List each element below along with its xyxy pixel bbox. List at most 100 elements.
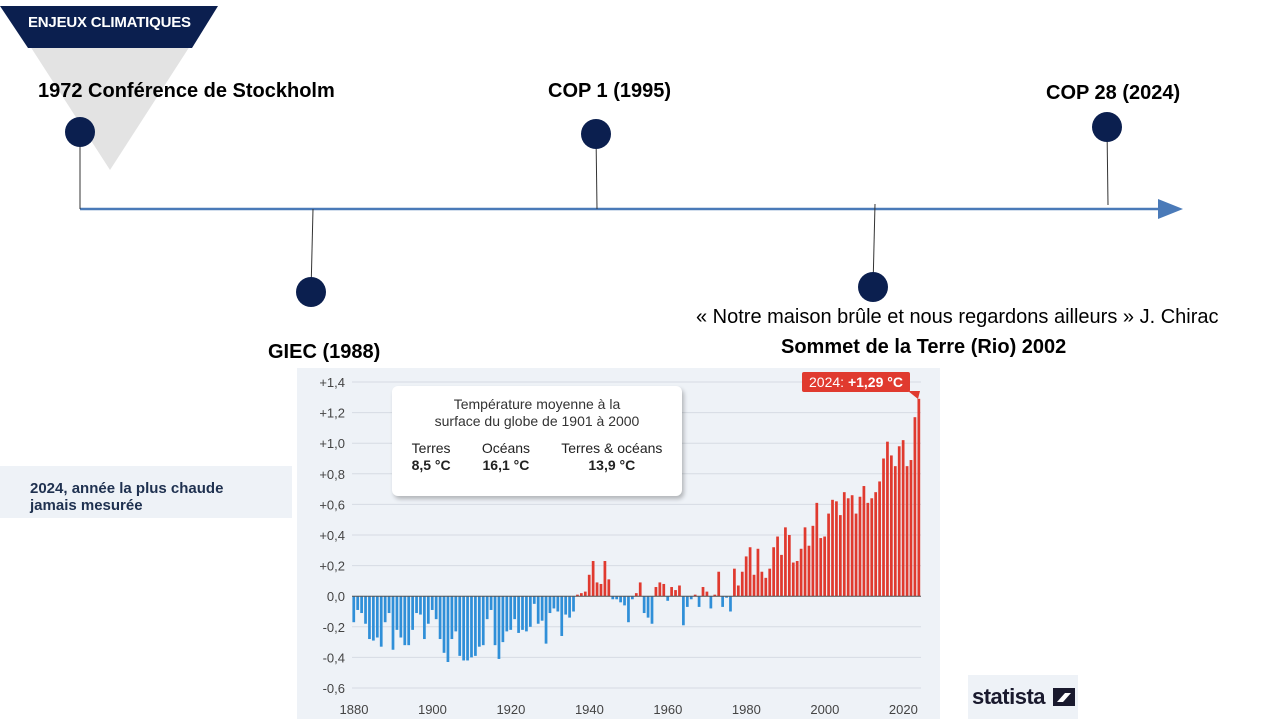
bar-1999 [819,538,823,597]
bar-2023 [913,417,917,597]
bar-2022 [909,460,913,597]
statista-logo: statista [972,684,1075,710]
bar-1944 [603,561,607,597]
temperature-anomaly-chart: +1,4 +1,2 +1,0 +0,8 +0,6 +0,4 +0,2 0,0 -0,2 -0,4 -… [319,375,921,717]
bar-1925 [528,596,532,627]
bar-1990 [784,527,787,597]
bar-1964 [682,596,685,626]
info-column-value: 8,5 °C [411,457,451,473]
bar-1962 [674,590,677,597]
bar-1896 [415,596,418,614]
bar-1904 [446,596,450,662]
callout-2024: 2024: +1,29 °C [802,372,910,392]
bar-1932 [556,596,560,612]
bar-1882 [360,596,363,614]
bar-1963 [678,585,681,597]
y-tick-label: +1,4 [319,375,345,390]
chirac-quote: « Notre maison brûle et nous regardons a… [696,306,1219,328]
bar-1911 [474,596,477,656]
side-note-box [0,466,292,518]
bar-1957 [654,587,658,597]
timeline-label-giec: GIEC (1988) [268,341,381,363]
bar-2010 [862,486,866,597]
info-box-title-line1: Température moyenne à la [453,396,621,412]
bar-1979 [740,571,744,597]
bar-1997 [811,525,815,597]
info-column-label: Océans [481,440,531,456]
bar-1996 [807,545,811,597]
bar-1902 [438,596,442,640]
chart-info-box: Température moyenne à la surface du glob… [392,386,682,496]
y-tick-label: -0,4 [323,650,345,665]
bar-1912 [477,596,481,647]
bar-1913 [481,596,485,646]
bar-2011 [866,502,870,597]
y-tick-label: +1,2 [319,406,345,421]
bar-1889 [387,596,391,614]
bar-1993 [795,561,799,597]
info-column-value: 16,1 °C [482,457,530,473]
bar-2008 [854,513,858,597]
bar-1987 [772,547,776,597]
bar-1994 [799,548,803,597]
timeline-marker-cop28 [1092,112,1122,206]
header-banner [0,6,218,170]
bar-1923 [521,596,524,630]
bar-1986 [768,568,772,597]
side-note-text: 2024, année la plus chaude jamais mesuré… [30,480,270,514]
bar-1988 [776,536,779,597]
bar-1930 [548,596,552,614]
banner-label: ENJEUX CLIMATIQUES [28,14,191,31]
bar-1899 [426,596,430,624]
bar-2021 [905,466,909,597]
bar-1992 [791,562,795,597]
bar-1938 [580,593,583,597]
info-box-title-line2: surface du globe de 1901 à 2000 [434,413,640,429]
bar-2024 [917,398,921,597]
bar-1907 [458,596,462,656]
bar-1916 [493,596,497,646]
x-tick-label: 1920 [496,702,525,717]
bar-1937 [576,594,579,597]
bar-1952 [634,593,638,597]
info-column-label: Terres [411,440,451,456]
timeline-marker-cop1 [581,119,611,210]
bar-1985 [764,577,768,597]
bar-2001 [827,513,830,597]
bar-1941 [591,561,595,597]
timeline-label-rio: Sommet de la Terre (Rio) 2002 [781,336,1067,358]
bar-1940 [587,574,591,597]
bar-1966 [689,596,693,600]
bar-1908 [462,596,465,661]
bar-1935 [568,596,571,618]
bar-1922 [517,596,520,633]
bar-2018 [893,466,897,597]
timeline-label-stockholm: 1972 Conférence de Stockholm [38,80,335,102]
banner-shadow-triangle [30,46,190,170]
bar-1884 [368,596,371,640]
bar-1900 [430,596,434,610]
bar-1954 [642,596,646,614]
bar-1948 [619,596,622,603]
bar-1903 [442,596,446,653]
bar-1950 [627,596,630,623]
bar-1891 [395,596,399,630]
bar-2020 [901,440,905,597]
info-column-land: Terres 8,5 °C [412,440,451,474]
bar-1965 [685,596,689,607]
bar-1949 [623,596,626,606]
bar-1886 [375,596,379,638]
bar-1945 [607,579,611,597]
bar-1880 [352,596,356,623]
info-box-columns: Terres 8,5 °C Océans 16,1 °C Terres & oc… [392,440,682,474]
bar-1969 [701,587,705,597]
statista-logo-icon [1052,688,1075,706]
bar-2016 [886,441,889,597]
bar-1943 [599,583,603,597]
bar-1961 [670,587,673,597]
bar-1919 [505,596,509,632]
bar-1924 [525,596,528,632]
bar-2009 [858,496,862,597]
y-tick-label: +0,8 [319,467,345,482]
info-column-label: Terres & océans [561,440,663,456]
